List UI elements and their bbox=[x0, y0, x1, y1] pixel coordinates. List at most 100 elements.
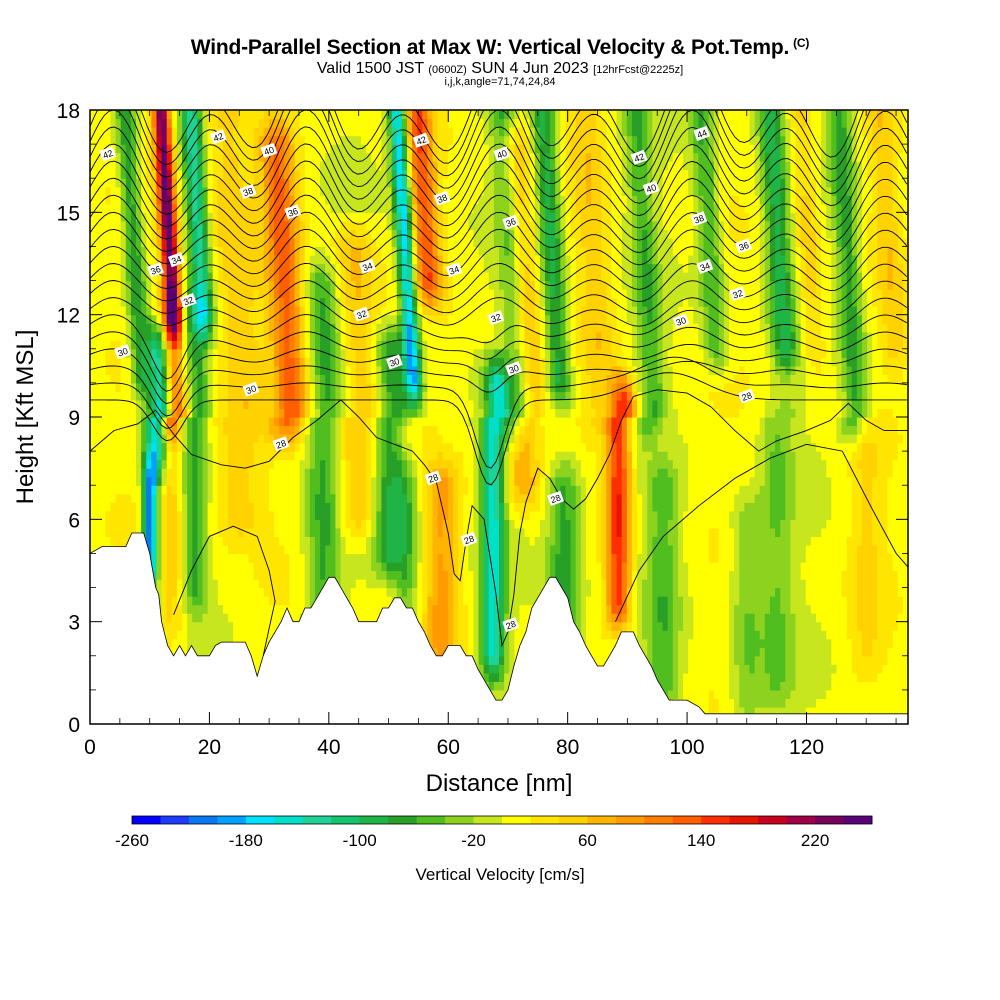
velocity-cell bbox=[274, 502, 280, 512]
velocity-cell bbox=[759, 681, 766, 691]
velocity-cell bbox=[693, 587, 699, 597]
velocity-cell bbox=[217, 527, 224, 537]
velocity-cell bbox=[258, 510, 265, 520]
velocity-cell bbox=[442, 536, 449, 546]
velocity-cell bbox=[861, 468, 868, 478]
velocity-cell bbox=[601, 638, 607, 648]
velocity-cell bbox=[529, 587, 536, 597]
velocity-cell bbox=[176, 519, 183, 529]
velocity-cell bbox=[861, 561, 868, 572]
velocity-cell bbox=[591, 459, 597, 469]
velocity-cell bbox=[493, 570, 500, 580]
velocity-cell bbox=[688, 485, 694, 495]
velocity-cell bbox=[350, 596, 357, 606]
velocity-cell bbox=[897, 510, 904, 520]
velocity-cell bbox=[729, 621, 735, 631]
velocity-cell bbox=[872, 510, 878, 520]
velocity-cell bbox=[821, 561, 827, 572]
velocity-cell bbox=[785, 485, 792, 495]
velocity-cell bbox=[151, 468, 158, 478]
velocity-cell bbox=[274, 536, 280, 546]
velocity-cell bbox=[810, 681, 817, 691]
velocity-cell bbox=[882, 647, 889, 657]
velocity-cell bbox=[642, 468, 648, 478]
velocity-cell bbox=[258, 587, 265, 597]
velocity-cell bbox=[110, 485, 117, 495]
velocity-cell bbox=[212, 485, 219, 495]
velocity-cell bbox=[631, 579, 638, 589]
velocity-cell bbox=[386, 570, 393, 580]
velocity-cell bbox=[539, 493, 546, 503]
velocity-cell bbox=[289, 519, 296, 529]
velocity-cell bbox=[698, 485, 705, 495]
velocity-cell bbox=[662, 681, 669, 691]
velocity-cell bbox=[432, 570, 439, 580]
velocity-cell bbox=[851, 613, 858, 623]
velocity-cell bbox=[176, 630, 183, 640]
velocity-cell bbox=[800, 655, 807, 665]
velocity-cell bbox=[616, 553, 623, 563]
velocity-cell bbox=[841, 604, 848, 614]
velocity-cell bbox=[882, 630, 889, 640]
velocity-cell bbox=[412, 502, 418, 512]
velocity-cell bbox=[851, 502, 858, 512]
velocity-cell bbox=[427, 459, 434, 469]
velocity-cell bbox=[856, 604, 863, 614]
velocity-cell bbox=[580, 502, 587, 512]
velocity-cell bbox=[432, 510, 439, 520]
velocity-cell bbox=[488, 553, 495, 563]
velocity-cell bbox=[125, 519, 132, 529]
velocity-cell bbox=[683, 664, 689, 674]
velocity-cell bbox=[877, 698, 884, 708]
velocity-cell bbox=[304, 485, 311, 495]
velocity-cell bbox=[396, 544, 403, 555]
velocity-cell bbox=[652, 510, 659, 520]
velocity-cell bbox=[187, 527, 193, 537]
velocity-cell bbox=[243, 621, 250, 631]
velocity-cell bbox=[815, 706, 822, 717]
velocity-cell bbox=[304, 459, 311, 469]
velocity-cell bbox=[156, 536, 163, 546]
velocity-cell bbox=[667, 527, 674, 537]
velocity-cell bbox=[304, 561, 311, 572]
velocity-cell bbox=[151, 510, 158, 520]
velocity-cell bbox=[555, 544, 561, 555]
velocity-cell bbox=[550, 468, 556, 478]
velocity-cell bbox=[146, 459, 152, 469]
velocity-cell bbox=[652, 485, 659, 495]
velocity-cell bbox=[703, 706, 710, 717]
velocity-cell bbox=[166, 596, 173, 606]
velocity-cell bbox=[212, 553, 219, 563]
velocity-cell bbox=[233, 519, 239, 529]
velocity-cell bbox=[616, 510, 623, 520]
velocity-cell bbox=[810, 630, 817, 640]
velocity-cell bbox=[805, 655, 812, 665]
velocity-cell bbox=[447, 604, 454, 614]
velocity-cell bbox=[810, 485, 817, 495]
velocity-cell bbox=[452, 587, 459, 597]
velocity-cell bbox=[222, 544, 229, 555]
velocity-cell bbox=[637, 493, 643, 503]
velocity-cell bbox=[253, 459, 260, 469]
velocity-cell bbox=[585, 579, 592, 589]
velocity-cell bbox=[130, 476, 137, 486]
velocity-cell bbox=[606, 510, 613, 520]
velocity-cell bbox=[882, 570, 889, 580]
velocity-cell bbox=[452, 468, 459, 478]
velocity-cell bbox=[304, 519, 311, 529]
velocity-cell bbox=[739, 604, 745, 614]
velocity-cell bbox=[166, 561, 173, 572]
velocity-cell bbox=[427, 621, 434, 631]
velocity-cell bbox=[846, 638, 853, 648]
velocity-cell bbox=[785, 544, 792, 555]
velocity-cell bbox=[851, 698, 858, 708]
velocity-cell bbox=[371, 502, 377, 512]
velocity-cell bbox=[478, 536, 485, 546]
velocity-cell bbox=[514, 647, 521, 657]
velocity-cell bbox=[427, 561, 434, 572]
velocity-cell bbox=[248, 638, 255, 648]
velocity-cell bbox=[759, 587, 766, 597]
velocity-cell bbox=[478, 621, 485, 631]
velocity-cell bbox=[723, 570, 730, 580]
velocity-cell bbox=[657, 664, 664, 674]
